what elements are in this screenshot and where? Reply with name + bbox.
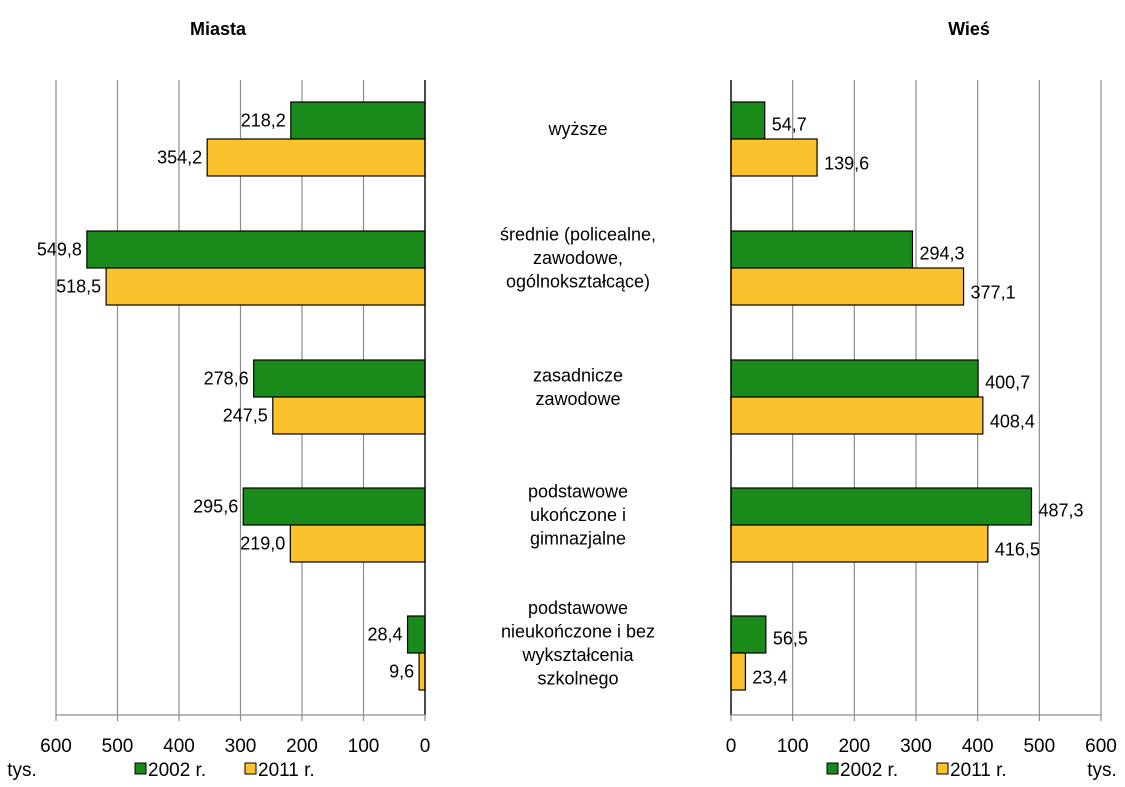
miasta-legend-swatch-2002 bbox=[134, 762, 147, 775]
wies-tick-label: 100 bbox=[777, 736, 809, 757]
miasta-legend-label-2011: 2011 r. bbox=[258, 760, 315, 781]
miasta-data-label: 247,5 bbox=[223, 406, 268, 426]
miasta-data-label: 278,6 bbox=[204, 369, 249, 389]
miasta-bar-2002-3 bbox=[242, 487, 426, 526]
miasta-data-label: 518,5 bbox=[56, 277, 101, 297]
miasta-tick-label: 200 bbox=[286, 736, 318, 757]
wies-tick-label: 300 bbox=[900, 736, 932, 757]
miasta-data-label: 549,8 bbox=[37, 240, 82, 260]
wies-data-label: 400,7 bbox=[985, 373, 1030, 393]
miasta-data-label: 218,2 bbox=[241, 111, 286, 131]
wies-tick-label: 200 bbox=[838, 736, 870, 757]
miasta-tick-label: 0 bbox=[420, 736, 431, 757]
miasta-tick-label: 300 bbox=[225, 736, 257, 757]
wies-bar-2002-2 bbox=[730, 359, 979, 398]
wies-data-label: 487,3 bbox=[1039, 501, 1084, 521]
wies-bar-2002-4 bbox=[730, 615, 767, 654]
wies-bar-2011-0 bbox=[730, 138, 818, 177]
wies-data-label: 294,3 bbox=[919, 244, 964, 264]
wies-bar-2002-1 bbox=[730, 230, 914, 269]
miasta-tick-label: 600 bbox=[40, 736, 72, 757]
miasta-bar-2011-1 bbox=[105, 267, 426, 306]
miasta-bar-2002-0 bbox=[290, 101, 426, 140]
miasta-bar-2011-4 bbox=[418, 652, 426, 691]
wies-data-label: 56,5 bbox=[773, 629, 808, 649]
category-label: wykształcenia bbox=[521, 645, 634, 665]
wies-data-label: 139,6 bbox=[824, 154, 869, 174]
category-label: zawodowe bbox=[535, 389, 620, 409]
miasta-legend-swatch-2011 bbox=[244, 762, 257, 775]
miasta-data-label: 28,4 bbox=[367, 625, 402, 645]
category-label: szkolnego bbox=[537, 668, 618, 688]
miasta-bar-2011-0 bbox=[206, 138, 426, 177]
wies-bar-2002-0 bbox=[730, 101, 766, 140]
wies-legend-swatch-2002 bbox=[826, 762, 839, 775]
wies-bar-2011-4 bbox=[730, 652, 747, 691]
miasta-data-label: 9,6 bbox=[389, 662, 414, 682]
miasta-data-label: 219,0 bbox=[240, 534, 285, 554]
miasta-data-label: 354,2 bbox=[157, 148, 202, 168]
category-label: podstawowe bbox=[528, 598, 628, 618]
miasta-unit-label: tys. bbox=[7, 760, 37, 781]
miasta-bar-2002-2 bbox=[253, 359, 426, 398]
category-label: wyższe bbox=[547, 119, 607, 139]
wies-unit-label: tys. bbox=[1087, 760, 1117, 781]
miasta-bar-2002-4 bbox=[406, 615, 426, 654]
wies-tick-label: 500 bbox=[1023, 736, 1055, 757]
category-label: zawodowe, bbox=[533, 248, 623, 268]
miasta-legend-label-2002: 2002 r. bbox=[148, 760, 206, 781]
wies-tick-label: 600 bbox=[1085, 736, 1117, 757]
wies-legend-swatch-2011 bbox=[936, 762, 949, 775]
wies-bar-2002-3 bbox=[730, 487, 1033, 526]
miasta-bar-2011-3 bbox=[289, 524, 426, 563]
category-label: ukończone i bbox=[530, 505, 626, 525]
wies-data-label: 54,7 bbox=[772, 115, 807, 135]
wies-legend-label-2011: 2011 r. bbox=[950, 760, 1007, 781]
wies-tick-label: 0 bbox=[726, 736, 737, 757]
wies-tick-label: 400 bbox=[962, 736, 994, 757]
category-label: zasadnicze bbox=[533, 365, 623, 385]
category-label: nieukończone i bez bbox=[501, 621, 655, 641]
category-label: średnie (policealne, bbox=[500, 225, 656, 245]
wies-bar-2011-1 bbox=[730, 267, 965, 306]
miasta-tick-label: 400 bbox=[163, 736, 195, 757]
miasta-data-label: 295,6 bbox=[193, 497, 238, 517]
miasta-tick-label: 500 bbox=[102, 736, 134, 757]
wies-data-label: 416,5 bbox=[995, 540, 1040, 560]
wies-bar-2011-3 bbox=[730, 524, 989, 563]
category-label: podstawowe bbox=[528, 482, 628, 502]
wies-data-label: 23,4 bbox=[752, 668, 787, 688]
miasta-tick-label: 100 bbox=[348, 736, 380, 757]
wies-data-label: 377,1 bbox=[971, 283, 1016, 303]
wies-legend-label-2002: 2002 r. bbox=[840, 760, 898, 781]
miasta-panel-title: Miasta bbox=[190, 19, 247, 39]
miasta-bar-2002-1 bbox=[86, 230, 426, 269]
category-label: ogólnokształcące) bbox=[506, 272, 650, 292]
miasta-bar-2011-2 bbox=[272, 396, 426, 435]
wies-panel-title: Wieś bbox=[948, 19, 990, 39]
category-label: gimnazjalne bbox=[530, 529, 626, 549]
wies-bar-2011-2 bbox=[730, 396, 984, 435]
wies-data-label: 408,4 bbox=[990, 412, 1035, 432]
